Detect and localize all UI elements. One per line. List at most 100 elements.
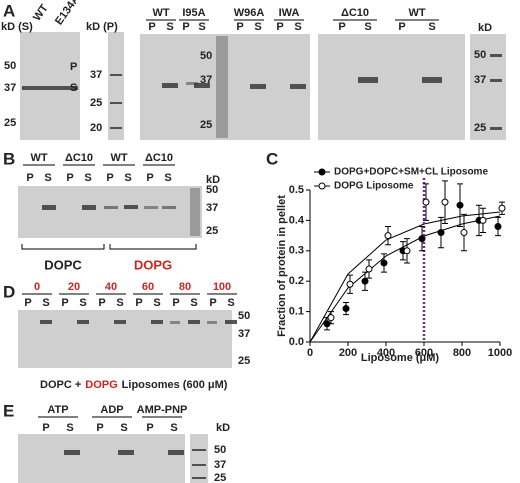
marker-label: 50 — [200, 50, 212, 62]
band — [170, 321, 180, 324]
marker-label: 50 — [4, 60, 16, 72]
group-label: W96A — [234, 7, 265, 19]
group-label: ATP — [47, 404, 68, 416]
data-point — [456, 201, 464, 209]
marker-header: kD — [206, 174, 220, 186]
lane-label: S — [227, 297, 234, 309]
y-tick-label: 0.2 — [289, 275, 304, 287]
group-label: WT — [408, 7, 425, 19]
lane-label: S — [364, 21, 371, 33]
band — [358, 77, 378, 83]
lane-label: S — [428, 21, 435, 33]
group-label: 100 — [213, 281, 231, 293]
band — [118, 450, 134, 455]
gel — [18, 434, 185, 483]
data-point — [384, 232, 392, 240]
lane-label: S — [66, 422, 73, 434]
lane-label: P — [98, 297, 105, 309]
data-point — [342, 305, 350, 313]
y-axis-label: Fraction of protein in pellet — [276, 195, 288, 337]
data-point — [327, 314, 335, 322]
band-label: P — [70, 61, 77, 73]
legend-marker — [318, 168, 326, 176]
ladder — [192, 477, 206, 479]
band — [162, 206, 176, 209]
legend-marker — [318, 182, 326, 190]
band — [290, 84, 306, 89]
group-label: 20 — [68, 281, 80, 293]
data-point — [479, 216, 487, 224]
lane-label: S — [198, 21, 205, 33]
lane-label: P — [26, 172, 33, 184]
data-point — [380, 259, 388, 267]
group-label: I95A — [182, 7, 205, 19]
ladder — [490, 79, 502, 82]
data-point — [418, 235, 426, 243]
ladder — [192, 449, 206, 451]
bracket — [21, 244, 105, 250]
data-point — [361, 277, 369, 285]
caption: DOPC + DOPG Liposomes (600 μM) — [40, 379, 228, 391]
fit-curve — [309, 215, 501, 343]
marker-label: 25 — [90, 97, 102, 109]
lane-label: P — [172, 297, 179, 309]
marker-label: 25 — [4, 117, 16, 129]
band — [151, 320, 163, 324]
band — [104, 206, 118, 209]
lane-label: P — [66, 172, 73, 184]
ladder — [110, 127, 122, 129]
lane-label: P — [61, 297, 68, 309]
marker-label: 25 — [214, 472, 226, 483]
marker-label: 37 — [474, 74, 486, 86]
group-label: 60 — [142, 281, 154, 293]
fit-curve — [309, 211, 501, 343]
group-label: ADP — [100, 404, 123, 416]
x-tick-label: 800 — [453, 347, 471, 359]
lane-label: P — [236, 21, 243, 33]
data-point — [403, 247, 411, 255]
lane-label: S — [164, 172, 171, 184]
gel — [108, 32, 124, 140]
x-tick-label: 1000 — [488, 347, 512, 359]
band — [124, 205, 138, 209]
data-point — [498, 204, 506, 212]
y-tick-label: 0.3 — [289, 245, 304, 257]
band — [188, 320, 200, 324]
marker-label: 37 — [4, 82, 16, 94]
group-label: ΔC10 — [341, 7, 369, 19]
marker-label: 37 — [200, 74, 212, 86]
x-axis-label: Liposome (μM) — [361, 352, 440, 364]
lane-label: P — [135, 297, 142, 309]
panel-label: D — [3, 282, 15, 301]
x-tick-label: 600 — [415, 347, 433, 359]
lane-label: S — [44, 172, 51, 184]
marker-label: 50 — [206, 184, 218, 196]
lane-label: S — [116, 297, 123, 309]
group-label: WT — [152, 7, 169, 19]
lane-label: S — [79, 297, 86, 309]
band — [194, 83, 210, 88]
caption-part: DOPC + — [40, 379, 81, 391]
lane-label: P — [276, 21, 283, 33]
x-tick-label: 0 — [307, 347, 313, 359]
ladder — [490, 54, 502, 57]
lane-label: P — [42, 422, 49, 434]
band — [225, 320, 237, 324]
ladder — [110, 102, 122, 104]
ladder — [216, 36, 228, 138]
gel — [18, 310, 232, 368]
y-tick-label: 0.5 — [289, 184, 304, 196]
marker-header: kD (P) — [86, 21, 118, 33]
gel — [18, 186, 202, 238]
y-tick-label: 0.1 — [289, 306, 304, 318]
group-label: 80 — [179, 281, 191, 293]
marker-label: 50 — [238, 310, 250, 322]
ladder — [490, 127, 502, 130]
lane-label: P — [146, 172, 153, 184]
x-tick-label: 400 — [377, 347, 395, 359]
band — [162, 83, 178, 88]
band — [40, 320, 52, 324]
gel — [190, 434, 208, 483]
marker-label: 25 — [474, 122, 486, 134]
band — [207, 321, 217, 324]
